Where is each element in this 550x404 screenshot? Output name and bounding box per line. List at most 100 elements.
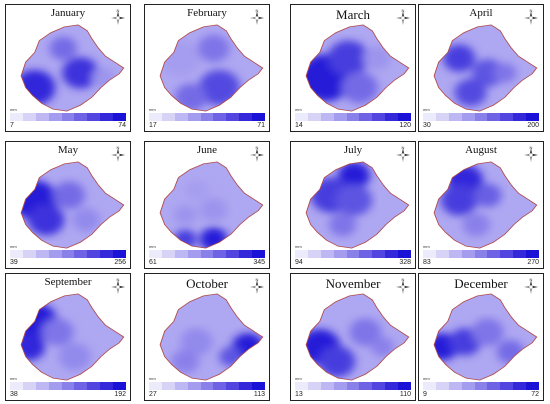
country-border xyxy=(433,293,538,381)
legend-max-value: 256 xyxy=(114,259,126,266)
legend-unit: mm xyxy=(423,107,430,112)
legend-swatch xyxy=(239,250,253,258)
rainfall-zone xyxy=(471,59,504,87)
legend-unit: mm xyxy=(295,244,302,249)
legend-max-value: 120 xyxy=(399,122,411,129)
legend-swatch xyxy=(100,113,114,121)
legend-swatch xyxy=(333,113,347,121)
legend-swatch xyxy=(187,250,201,258)
month-title: October xyxy=(186,276,228,291)
legend-swatch xyxy=(526,382,540,390)
month-title: February xyxy=(187,7,227,19)
legend-min-value: 27 xyxy=(149,391,157,398)
legend-swatch xyxy=(213,113,227,121)
rainfall-zone xyxy=(41,318,74,346)
legend-swatch xyxy=(87,382,101,390)
legend-swatch xyxy=(423,113,436,121)
country-border xyxy=(159,24,264,112)
month-title: April xyxy=(469,7,493,19)
legend-swatch xyxy=(307,250,321,258)
month-title: June xyxy=(196,144,218,156)
north-label: N xyxy=(116,277,120,282)
legend-swatch xyxy=(474,382,488,390)
rainfall-zone xyxy=(198,69,240,106)
color-legend: 38 192 xyxy=(10,382,127,398)
legend-swatch xyxy=(22,113,36,121)
rainfall-zone xyxy=(371,337,394,357)
rainfall-zone xyxy=(58,342,91,371)
country-border xyxy=(305,161,410,249)
country-border xyxy=(305,24,410,112)
legend-swatch xyxy=(320,113,334,121)
legend-max-value: 74 xyxy=(118,122,126,129)
color-legend: 13 110 xyxy=(295,382,412,398)
north-arrow-icon: N xyxy=(395,277,411,296)
legend-unit: mm xyxy=(10,107,17,112)
legend-swatch xyxy=(10,113,23,121)
legend-swatch xyxy=(10,382,23,390)
legend-swatch xyxy=(22,250,36,258)
rainfall-zone xyxy=(72,207,100,232)
legend-swatch xyxy=(35,250,49,258)
legend-swatch xyxy=(200,382,214,390)
legend-swatch xyxy=(435,382,449,390)
rainfall-zone xyxy=(197,34,230,63)
country-border xyxy=(20,161,125,249)
legend-swatch xyxy=(100,250,114,258)
legend-swatch xyxy=(48,113,62,121)
legend-color-bar xyxy=(423,382,540,390)
legend-swatch xyxy=(423,382,436,390)
legend-swatch xyxy=(48,382,62,390)
legend-swatch xyxy=(113,382,127,390)
legend-color-bar xyxy=(295,250,412,258)
rainfall-zone xyxy=(21,69,56,106)
legend-max-value: 270 xyxy=(527,259,539,266)
rainfall-zone xyxy=(493,63,517,83)
rainfall-zone xyxy=(171,349,199,374)
legend-swatch xyxy=(359,382,373,390)
rainfall-zone xyxy=(338,161,370,190)
legend-min-value: 7 xyxy=(10,122,14,129)
legend-swatch xyxy=(385,250,399,258)
legend-swatch xyxy=(74,382,88,390)
legend-swatch xyxy=(161,113,175,121)
legend-min-value: 13 xyxy=(295,391,303,398)
north-label: N xyxy=(529,8,533,13)
month-title: November xyxy=(325,276,381,291)
legend-swatch xyxy=(239,113,253,121)
north-label: N xyxy=(116,8,120,13)
month-title: May xyxy=(57,144,79,156)
legend-swatch xyxy=(398,382,412,390)
legend-swatch xyxy=(448,382,462,390)
legend-color-bar xyxy=(149,382,266,390)
legend-unit: mm xyxy=(149,376,156,381)
rainfall-zone xyxy=(49,36,77,61)
legend-swatch xyxy=(35,113,49,121)
legend-color-bar xyxy=(295,382,412,390)
rainfall-zone xyxy=(173,205,197,225)
legend-swatch xyxy=(461,113,475,121)
legend-swatch xyxy=(61,250,75,258)
north-arrow-icon: N xyxy=(395,145,411,164)
legend-color-bar xyxy=(423,250,540,258)
legend-swatch xyxy=(359,113,373,121)
legend-swatch xyxy=(22,382,36,390)
legend-swatch xyxy=(87,250,101,258)
legend-swatch xyxy=(487,382,501,390)
legend-swatch xyxy=(320,382,334,390)
legend-unit: mm xyxy=(423,376,430,381)
legend-swatch xyxy=(513,250,527,258)
rainfall-zone xyxy=(335,184,373,216)
rainfall-zone xyxy=(474,183,502,207)
legend-color-bar xyxy=(10,113,127,121)
rainfall-zone xyxy=(462,212,490,237)
legend-max-value: 200 xyxy=(527,122,539,129)
legend-swatch xyxy=(320,250,334,258)
legend-swatch xyxy=(239,382,253,390)
